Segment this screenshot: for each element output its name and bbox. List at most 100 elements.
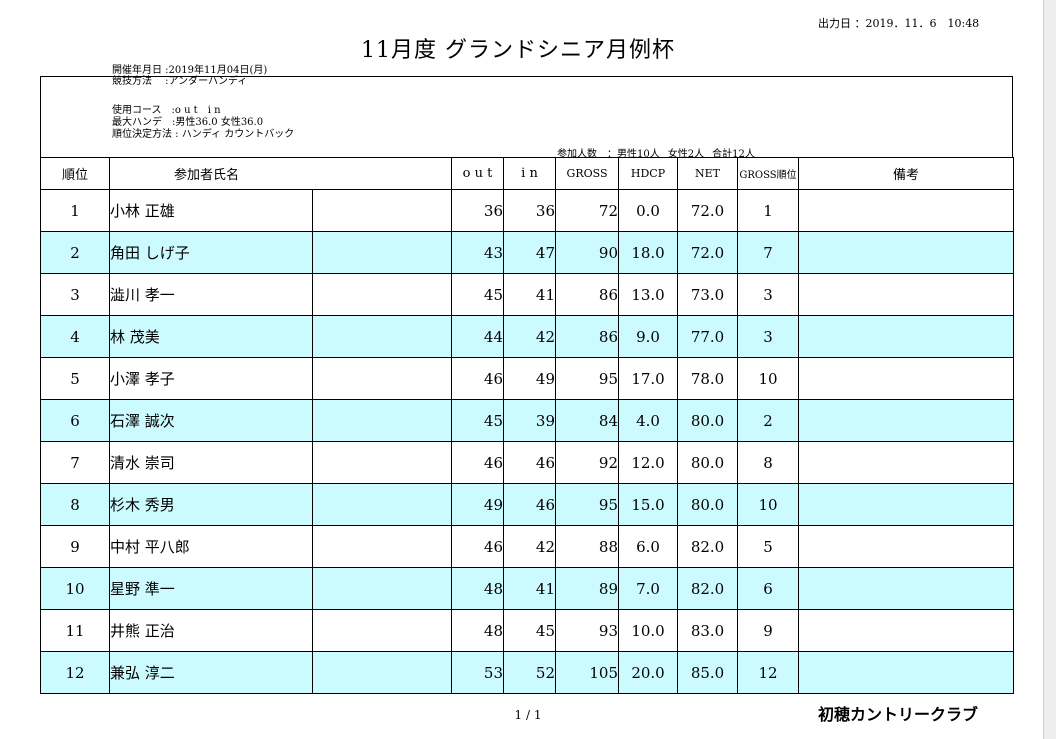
cell-name: 林 茂美 [109, 315, 313, 358]
cell-out: 46 [451, 441, 505, 484]
cell-in: 42 [503, 315, 557, 358]
cell-spacer [311, 273, 453, 316]
cell-name: 小澤 孝子 [109, 357, 313, 400]
meta-method: 競技方法 :アンダーハンディ [112, 76, 248, 87]
cell-gross-rank: 12 [737, 651, 800, 694]
participants-count: 参加人数 ：男性10人 女性2人 合計12人 [557, 145, 763, 160]
cell-gross-rank: 3 [737, 315, 800, 358]
cell-gross-rank: 10 [737, 357, 800, 400]
cell-spacer [311, 441, 453, 484]
header-out: o u t [451, 157, 505, 190]
cell-hdcp: 15.0 [618, 483, 679, 526]
table-row: 6 石澤 誠次 45 39 84 4.0 80.0 2 [40, 399, 1015, 442]
meta-max-handi: 最大ハンデ :男性36.0 女性36.0 [112, 117, 264, 128]
cell-spacer [311, 357, 453, 400]
cell-rank: 11 [40, 609, 110, 652]
participants-male: 参加人数 ：男性10人 [557, 149, 660, 160]
cell-remarks [798, 525, 1015, 568]
cell-net: 72.0 [677, 231, 739, 274]
cell-remarks [798, 441, 1015, 484]
cell-hdcp: 12.0 [618, 441, 679, 484]
cell-gross: 93 [555, 609, 620, 652]
cell-rank: 9 [40, 525, 110, 568]
cell-out: 45 [451, 399, 505, 442]
cell-remarks [798, 399, 1015, 442]
cell-out: 49 [451, 483, 505, 526]
cell-out: 46 [451, 357, 505, 400]
cell-hdcp: 13.0 [618, 273, 679, 316]
cell-in: 39 [503, 399, 557, 442]
cell-remarks [798, 651, 1015, 694]
cell-out: 44 [451, 315, 505, 358]
cell-rank: 5 [40, 357, 110, 400]
cell-net: 78.0 [677, 357, 739, 400]
cell-gross: 95 [555, 357, 620, 400]
cell-rank: 8 [40, 483, 110, 526]
page-number: 1 / 1 [514, 708, 542, 722]
cell-gross-rank: 1 [737, 189, 800, 232]
cell-gross: 89 [555, 567, 620, 610]
cell-gross: 88 [555, 525, 620, 568]
cell-out: 43 [451, 231, 505, 274]
cell-out: 53 [451, 651, 505, 694]
cell-in: 41 [503, 567, 557, 610]
cell-net: 72.0 [677, 189, 739, 232]
cell-hdcp: 10.0 [618, 609, 679, 652]
header-net: NET [677, 157, 739, 190]
cell-gross: 90 [555, 231, 620, 274]
cell-name: 小林 正雄 [109, 189, 313, 232]
cell-gross: 95 [555, 483, 620, 526]
cell-remarks [798, 231, 1015, 274]
cell-rank: 1 [40, 189, 110, 232]
cell-name: 中村 平八郎 [109, 525, 313, 568]
cell-gross: 86 [555, 273, 620, 316]
cell-rank: 2 [40, 231, 110, 274]
cell-spacer [311, 651, 453, 694]
cell-rank: 12 [40, 651, 110, 694]
cell-rank: 6 [40, 399, 110, 442]
participants-female: 女性2人 [667, 149, 705, 160]
window-right-edge [1043, 0, 1056, 739]
cell-name: 杉木 秀男 [109, 483, 313, 526]
info-box [40, 76, 1013, 157]
cell-name: 角田 しげ子 [109, 231, 313, 274]
cell-spacer [311, 567, 453, 610]
cell-name: 兼弘 淳二 [109, 651, 313, 694]
table-row: 8 杉木 秀男 49 46 95 15.0 80.0 10 [40, 483, 1015, 526]
header-rank: 順位 [40, 157, 110, 190]
cell-gross: 92 [555, 441, 620, 484]
cell-hdcp: 4.0 [618, 399, 679, 442]
cell-hdcp: 7.0 [618, 567, 679, 610]
page-title: 11月度 グランドシニア月例杯 [361, 38, 675, 63]
club-name: 初穂カントリークラブ [818, 705, 979, 724]
cell-in: 45 [503, 609, 557, 652]
cell-hdcp: 0.0 [618, 189, 679, 232]
table-header-row: 順位 参加者氏名 o u t i n GROSS HDCP NET GROSS順… [40, 157, 1015, 190]
cell-net: 80.0 [677, 441, 739, 484]
table-row: 5 小澤 孝子 46 49 95 17.0 78.0 10 [40, 357, 1015, 400]
cell-name: 星野 準一 [109, 567, 313, 610]
cell-gross: 72 [555, 189, 620, 232]
cell-remarks [798, 567, 1015, 610]
cell-net: 80.0 [677, 399, 739, 442]
cell-remarks [798, 273, 1015, 316]
cell-hdcp: 17.0 [618, 357, 679, 400]
cell-name: 井熊 正治 [109, 609, 313, 652]
cell-name: 石澤 誠次 [109, 399, 313, 442]
cell-rank: 3 [40, 273, 110, 316]
cell-net: 77.0 [677, 315, 739, 358]
cell-gross-rank: 8 [737, 441, 800, 484]
cell-spacer [311, 483, 453, 526]
cell-gross-rank: 6 [737, 567, 800, 610]
cell-in: 47 [503, 231, 557, 274]
table-row: 1 小林 正雄 36 36 72 0.0 72.0 1 [40, 189, 1015, 232]
results-table: 順位 参加者氏名 o u t i n GROSS HDCP NET GROSS順… [40, 157, 1015, 694]
cell-out: 36 [451, 189, 505, 232]
cell-in: 52 [503, 651, 557, 694]
cell-remarks [798, 357, 1015, 400]
cell-rank: 7 [40, 441, 110, 484]
cell-net: 73.0 [677, 273, 739, 316]
cell-spacer [311, 315, 453, 358]
cell-spacer [311, 231, 453, 274]
